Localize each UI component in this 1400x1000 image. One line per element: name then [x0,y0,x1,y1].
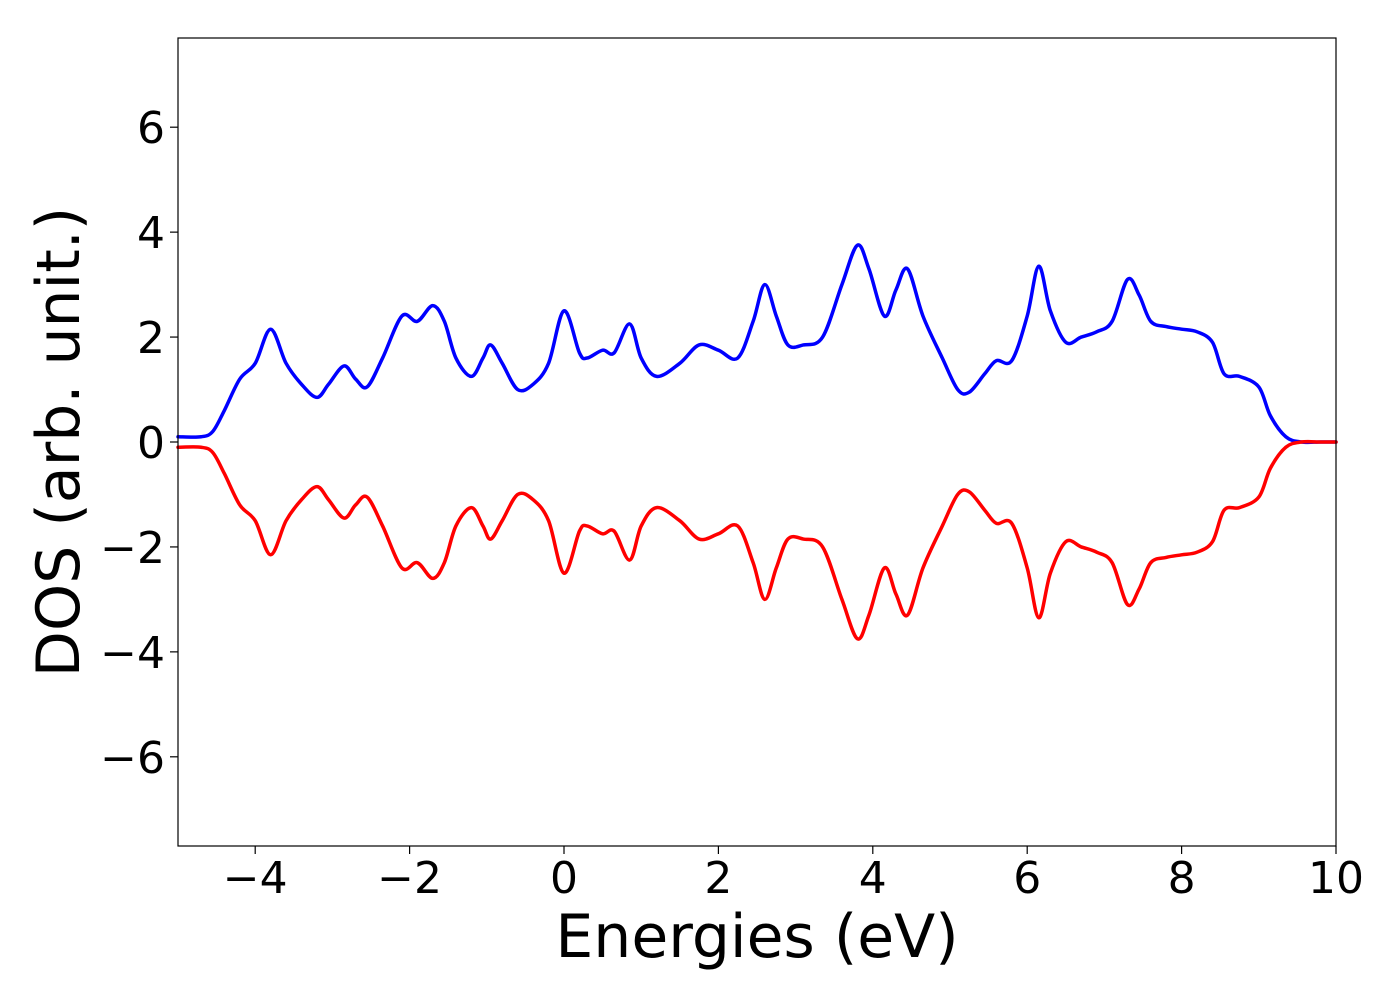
x-tick-label: 4 [859,853,887,904]
y-tick-label: −6 [100,733,165,784]
x-tick-label: 2 [704,853,732,904]
spin-up-line [176,243,1338,445]
x-tick-label: 10 [1308,853,1364,904]
x-tick-label: 0 [550,853,578,904]
x-axis-ticks: −4 −2 0 2 4 6 8 10 [223,846,1364,904]
y-tick-label: −2 [100,523,165,574]
y-tick-label: 0 [137,418,165,469]
x-tick-label: 6 [1013,853,1041,904]
y-tick-label: 4 [137,208,165,259]
x-tick-label: −4 [223,853,288,904]
series-layer [176,243,1338,641]
y-axis-ticks: 6 4 2 0 −2 −4 −6 [100,103,178,784]
x-axis-label: Energies (eV) [555,902,958,972]
y-tick-label: 6 [137,103,165,154]
x-tick-label: −2 [377,853,442,904]
y-tick-label: −4 [100,628,165,679]
y-tick-label: 2 [137,313,165,364]
y-axis-label: DOS (arb. unit.) [24,207,94,677]
x-tick-label: 8 [1168,853,1196,904]
spin-down-line [176,439,1338,641]
